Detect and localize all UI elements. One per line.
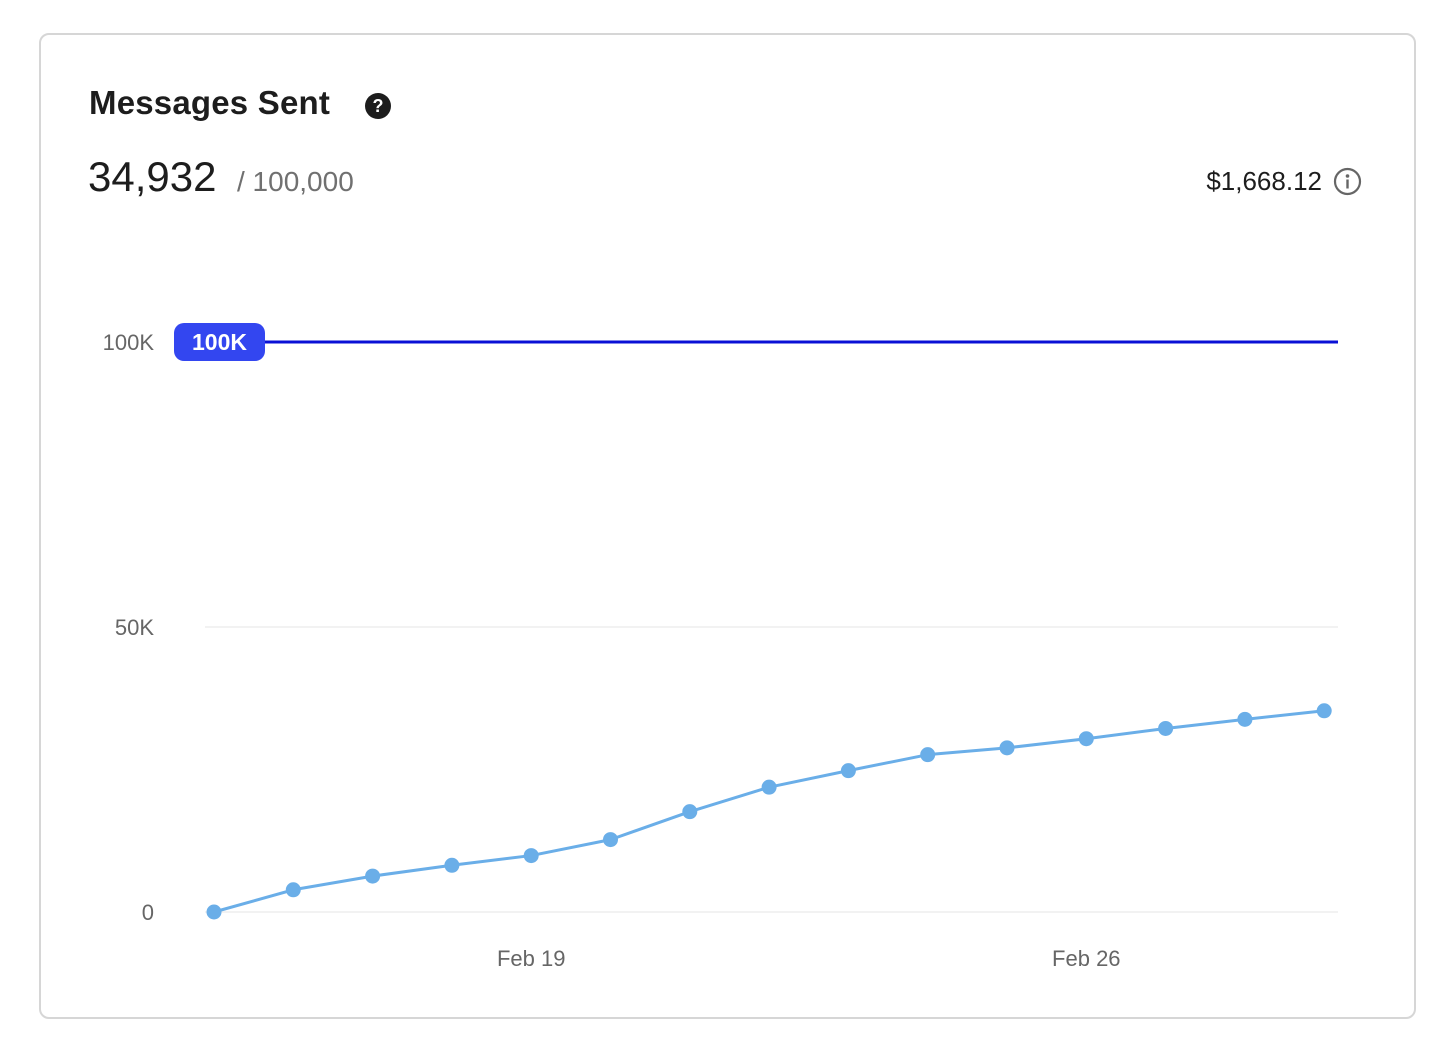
cost-value: $1,668.12 bbox=[1206, 166, 1322, 196]
y-tick-label: 100K bbox=[103, 330, 155, 355]
data-point bbox=[444, 857, 460, 873]
messages-sent-card bbox=[39, 33, 1416, 1019]
limit-badge-label: 100K bbox=[192, 329, 247, 355]
info-circle-icon[interactable] bbox=[1333, 167, 1362, 196]
data-point bbox=[523, 848, 539, 864]
data-point bbox=[920, 747, 936, 763]
x-tick-label: Feb 26 bbox=[1052, 946, 1121, 971]
data-point bbox=[1237, 711, 1253, 727]
data-point bbox=[999, 740, 1015, 756]
y-tick-label: 0 bbox=[142, 900, 154, 925]
series-line bbox=[213, 709, 1325, 914]
data-point bbox=[840, 763, 856, 779]
limit-badge bbox=[174, 323, 265, 361]
data-point bbox=[682, 804, 698, 820]
messages-count: 34,932 bbox=[88, 153, 217, 200]
card-title: Messages Sent bbox=[89, 84, 331, 121]
svg-text:?: ? bbox=[373, 96, 384, 116]
data-point bbox=[1158, 720, 1174, 736]
data-point bbox=[285, 882, 301, 898]
data-point bbox=[1316, 703, 1332, 719]
data-point bbox=[365, 868, 381, 884]
question-circle-icon[interactable]: ? bbox=[364, 92, 392, 120]
data-point bbox=[1078, 731, 1094, 747]
messages-limit: / 100,000 bbox=[237, 166, 354, 197]
y-tick-label: 50K bbox=[115, 615, 154, 640]
data-point bbox=[603, 832, 618, 848]
data-point bbox=[761, 779, 777, 795]
x-tick-label: Feb 19 bbox=[497, 946, 566, 971]
data-point bbox=[206, 904, 222, 920]
